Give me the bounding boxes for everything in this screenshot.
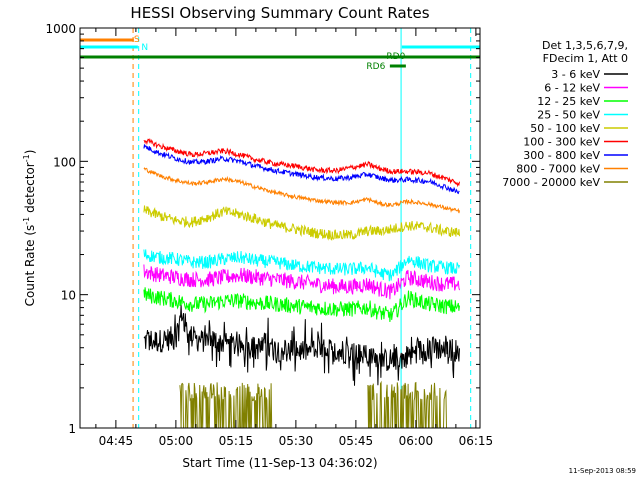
state-bar-label-0: S: [134, 35, 140, 45]
series-line-1: [143, 264, 460, 300]
y-axis-label-mid: detector: [23, 162, 37, 217]
series-line-8-seg-0: [179, 382, 273, 429]
state-bar-label-3: RD6: [366, 62, 385, 72]
plot-frame: [79, 27, 481, 429]
state-bar-label-1: N: [141, 43, 148, 53]
series-line-8-seg-1: [367, 380, 448, 429]
x-tick-label-0: 04:45: [99, 434, 134, 448]
series-line-2: [143, 287, 460, 323]
x-tick-label-3: 05:30: [279, 434, 314, 448]
legend-label-4: 50 - 100 keV: [530, 122, 600, 135]
y-axis-label-suffix: ): [23, 150, 37, 155]
legend: Det 1,3,5,6,7,9, FDecim 1, Att 0 3 - 6 k…: [502, 39, 628, 189]
y-axis-label-sup1: -1: [22, 217, 31, 225]
y-axis-label: Count Rate (s-1 detector-1): [22, 150, 37, 307]
legend-header-line-2: FDecim 1, Att 0: [543, 52, 628, 65]
series-line-3: [143, 249, 460, 282]
state-bar-label-2: RD0: [386, 52, 405, 62]
chart-title: HESSI Observing Summary Count Rates: [130, 4, 429, 22]
legend-header-line-1: Det 1,3,5,6,7,9,: [542, 39, 628, 52]
axes: 1 10 100 1000 04:45 05:00 05:15 05:30 05:45 06:00…: [45, 22, 493, 448]
x-tick-label-5: 06:00: [399, 434, 434, 448]
y-axis-label-sup2: -1: [22, 154, 31, 162]
legend-label-7: 800 - 7000 keV: [516, 163, 600, 176]
legend-label-1: 6 - 12 keV: [544, 82, 600, 95]
x-tick-label-1: 05:00: [159, 434, 194, 448]
x-tick-label-2: 05:15: [219, 434, 254, 448]
y-tick-label-3: 1000: [45, 22, 76, 36]
series-line-6: [143, 144, 460, 195]
legend-label-8: 7000 - 20000 keV: [502, 176, 600, 189]
x-tick-label-6: 06:15: [459, 434, 494, 448]
legend-label-0: 3 - 6 keV: [551, 68, 600, 81]
legend-label-3: 25 - 50 keV: [537, 109, 600, 122]
legend-label-6: 300 - 800 keV: [523, 149, 600, 162]
y-axis-label-prefix: Count Rate (s: [23, 225, 37, 307]
x-axis-label: Start Time (11-Sep-13 04:36:02): [182, 456, 377, 470]
series-line-0: [143, 304, 460, 386]
series-line-4: [143, 205, 460, 241]
legend-label-2: 12 - 25 keV: [537, 95, 600, 108]
x-tick-label-4: 05:45: [339, 434, 374, 448]
y-tick-label-1: 10: [61, 289, 76, 303]
footer-timestamp: 11-Sep-2013 08:59: [569, 467, 636, 475]
y-tick-label-2: 100: [53, 155, 76, 169]
series-line-7: [143, 167, 460, 214]
y-tick-label-0: 1: [68, 422, 76, 436]
series-line-5: [143, 137, 460, 188]
legend-label-5: 100 - 300 keV: [523, 136, 600, 149]
